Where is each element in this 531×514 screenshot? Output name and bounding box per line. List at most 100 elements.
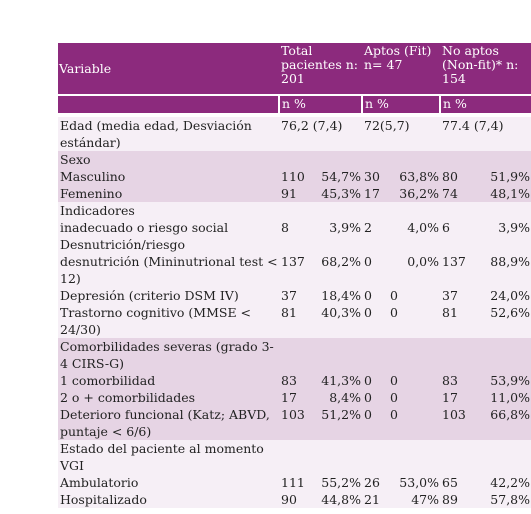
subheader-blank (58, 94, 279, 115)
cell-pct: 42,2% (477, 474, 531, 491)
cell-n: 37 (440, 287, 478, 304)
cell-n: 90 (279, 491, 316, 508)
subheader-fit: n % (360, 94, 441, 115)
cell-pct: 47% (381, 491, 441, 508)
cell-n: 91 (279, 185, 316, 202)
cell-n: 30 (362, 168, 381, 185)
cell-pct: 44,8% (316, 491, 362, 508)
cell-nonfit: 77.4 (7,4) (440, 113, 531, 151)
row-label: Ambulatorio (58, 474, 279, 491)
cell-pct: 63,8% (381, 168, 441, 185)
cell-n: 37 (279, 287, 316, 304)
cell-n: 103 (279, 406, 316, 440)
cell-pct: 40,3% (316, 304, 362, 338)
row-label: 1 comorbilidad (58, 372, 279, 389)
cell-n: 81 (279, 304, 316, 338)
cell-pct: 3,9% (477, 219, 531, 236)
cell-pct: 51,9% (477, 168, 531, 185)
cell-pct: 0 (381, 406, 441, 440)
table-row: Desnutrición/riesgo (58, 236, 531, 253)
table-row: Sexo (58, 151, 531, 168)
cell-n: 8 (279, 219, 316, 236)
data-table-container: Variable Total pacientes n: 201 Aptos (F… (58, 43, 531, 508)
cell-n: 21 (362, 491, 381, 508)
cell-pct: 54,7% (316, 168, 362, 185)
cell-n: 111 (279, 474, 316, 491)
row-label: Sexo (58, 151, 279, 168)
header-nonfit: No aptos (Non-fit)* n: 154 (440, 43, 531, 95)
cell-n: 81 (440, 304, 478, 338)
table-row: Deterioro funcional (Katz; ABVD, puntaje… (58, 406, 531, 440)
cell-n: 17 (440, 389, 478, 406)
cell-pct: 55,2% (316, 474, 362, 491)
cell-pct: 24,0% (477, 287, 531, 304)
cell-fit: 72(5,7) (362, 113, 441, 151)
table-row: Depresión (criterio DSM IV) 37 18,4% 0 0… (58, 287, 531, 304)
row-label: Edad (media edad, Desviación estándar) (58, 113, 279, 151)
subheader-nonfit: n % (439, 94, 531, 115)
table-header-row: Variable Total pacientes n: 201 Aptos (F… (58, 43, 531, 95)
cell-n: 0 (362, 287, 381, 304)
cell-n: 2 (362, 219, 381, 236)
cell-pct: 0 (381, 304, 441, 338)
cell-n: 103 (440, 406, 478, 440)
row-label: Masculino (58, 168, 279, 185)
table-row: desnutrición (Mininutrional test < 12) 1… (58, 253, 531, 287)
cell-n: 0 (362, 406, 381, 440)
cell-n: 6 (440, 219, 478, 236)
row-label: 2 o + comorbilidades (58, 389, 279, 406)
cell-pct: 53,0% (381, 474, 441, 491)
cell-pct: 51,2% (316, 406, 362, 440)
row-label: Comorbilidades severas (grado 3-4 CIRS-G… (58, 338, 279, 372)
cell-n: 110 (279, 168, 316, 185)
cell-n: 26 (362, 474, 381, 491)
cell-n: 137 (279, 253, 316, 287)
cell-pct: 52,6% (477, 304, 531, 338)
table-row: Estado del paciente al momento VGI (58, 440, 531, 474)
cell-n: 83 (440, 372, 478, 389)
table-row: Femenino 91 45,3% 17 36,2% 74 48,1% (58, 185, 531, 202)
table-row: Trastorno cognitivo (MMSE < 24/30) 81 40… (58, 304, 531, 338)
cell-pct: 3,9% (316, 219, 362, 236)
cell-pct: 48,1% (477, 185, 531, 202)
table-row: inadecuado o riesgo social 8 3,9% 2 4,0%… (58, 219, 531, 236)
row-label: Hospitalizado (58, 491, 279, 508)
cell-pct: 11,0% (477, 389, 531, 406)
cell-pct: 0 (381, 287, 441, 304)
cell-pct: 8,4% (316, 389, 362, 406)
cell-total: 76,2 (7,4) (279, 113, 362, 151)
cell-pct: 68,2% (316, 253, 362, 287)
table-subheader-row: n % n % n % (58, 94, 531, 115)
cell-pct: 0 (381, 372, 441, 389)
row-label: Femenino (58, 185, 279, 202)
cell-n: 80 (440, 168, 478, 185)
row-label: Depresión (criterio DSM IV) (58, 287, 279, 304)
cell-n: 0 (362, 253, 381, 287)
cell-pct: 18,4% (316, 287, 362, 304)
cell-n: 83 (279, 372, 316, 389)
row-label: Trastorno cognitivo (MMSE < 24/30) (58, 304, 279, 338)
patients-table: Variable Total pacientes n: 201 Aptos (F… (58, 43, 531, 508)
row-label: desnutrición (Mininutrional test < 12) (58, 253, 279, 287)
table-row: 1 comorbilidad 83 41,3% 0 0 83 53,9% (58, 372, 531, 389)
table-row: Ambulatorio 111 55,2% 26 53,0% 65 42,2% (58, 474, 531, 491)
cell-pct: 0,0% (381, 253, 441, 287)
table-row: Masculino 110 54,7% 30 63,8% 80 51,9% (58, 168, 531, 185)
cell-n: 0 (362, 389, 381, 406)
cell-pct: 4,0% (381, 219, 441, 236)
row-label: Deterioro funcional (Katz; ABVD, puntaje… (58, 406, 279, 440)
cell-pct: 53,9% (477, 372, 531, 389)
row-label: Estado del paciente al momento VGI (58, 440, 279, 474)
row-label: Desnutrición/riesgo (58, 236, 279, 253)
table-row: Indicadores (58, 202, 531, 219)
row-label: inadecuado o riesgo social (58, 219, 279, 236)
cell-n: 74 (440, 185, 478, 202)
table-row: 2 o + comorbilidades 17 8,4% 0 0 17 11,0… (58, 389, 531, 406)
cell-n: 89 (440, 491, 478, 508)
table-row: Edad (media edad, Desviación estándar) 7… (58, 113, 531, 151)
cell-pct: 0 (381, 389, 441, 406)
cell-pct: 66,8% (477, 406, 531, 440)
table-row: Comorbilidades severas (grado 3-4 CIRS-G… (58, 338, 531, 372)
header-variable: Variable (58, 43, 279, 95)
header-total: Total pacientes n: 201 (279, 43, 362, 95)
